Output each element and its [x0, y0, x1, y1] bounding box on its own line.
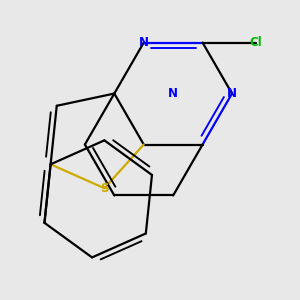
Text: Cl: Cl	[249, 36, 262, 49]
Text: N: N	[227, 87, 237, 100]
Text: S: S	[100, 182, 109, 195]
Text: N: N	[168, 87, 178, 100]
Text: N: N	[139, 36, 149, 49]
